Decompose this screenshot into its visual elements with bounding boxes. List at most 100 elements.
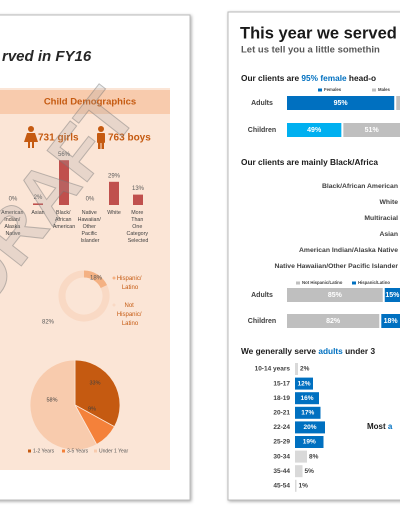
section-heading: Our clients are mainly Black/Africa [241, 157, 378, 167]
section-heading: We generally serve adults under 3 [241, 346, 375, 356]
legend-label: Not Hispanic/Latino [302, 280, 343, 285]
section-heading-highlight: adults [318, 346, 343, 356]
age-bar [295, 450, 307, 463]
race-item: American Indian/Alaska Native [299, 247, 398, 254]
donut-segment [58, 270, 110, 322]
age-bar [295, 479, 297, 492]
legend-label: Hispanic/Latino [358, 280, 390, 285]
race-category: American Indian/ Alaska Native [1, 210, 25, 237]
race-value-label: 13% [132, 186, 145, 192]
legend-swatch [296, 281, 300, 285]
age-label: 20-21 [273, 410, 290, 417]
donut-legend: Hispanic/ Latino [117, 276, 143, 291]
girl-icon [24, 126, 38, 148]
race-bar [33, 203, 43, 205]
note-text: Most a [367, 422, 393, 431]
age-value-label: 12% [297, 380, 310, 387]
bar-label: 85% [328, 292, 343, 299]
note-text-before: Most [367, 422, 388, 431]
age-value-label: 16% [300, 395, 313, 402]
bar-label: 15% [385, 292, 400, 299]
age-label: 30-34 [273, 453, 290, 460]
row-label: Children [248, 127, 276, 134]
race-bar [133, 194, 143, 205]
page-subtitle: Let us tell you a little somethin [241, 45, 380, 56]
girls-count: 731 girls [38, 133, 79, 144]
note-text-highlight: a [388, 422, 393, 431]
bar-label: 51% [365, 127, 380, 134]
bar-label: 82% [326, 318, 341, 325]
age-bar [295, 421, 325, 434]
legend-swatch [28, 449, 31, 453]
panel-header [0, 90, 170, 114]
section-heading-before: We generally serve [241, 346, 318, 356]
donut-label: 82% [42, 320, 55, 326]
stacked-bar [287, 123, 342, 137]
age-value-label: 2% [300, 366, 310, 373]
section-heading-after: under 3 [343, 346, 376, 356]
stacked-bar [343, 123, 400, 137]
age-bar [295, 406, 321, 419]
section-heading-highlight: 95% female [301, 73, 347, 83]
race-category: More Than One Category Selected [127, 210, 150, 244]
race-bar [59, 160, 69, 205]
age-value-label: 8% [309, 453, 319, 460]
legend-swatch [94, 449, 97, 453]
bar-label: 49% [307, 127, 322, 134]
pie-label: 9% [88, 406, 96, 412]
pie-label: 58% [46, 397, 57, 403]
age-bar [295, 377, 313, 390]
stacked-bar [381, 314, 400, 328]
age-value-label: 1% [299, 483, 309, 490]
stacked-bar [287, 96, 395, 110]
age-bar [295, 465, 303, 478]
race-bar [109, 181, 119, 205]
stacked-bar [287, 314, 380, 328]
race-value-label: 0% [9, 197, 18, 203]
age-bar [295, 392, 319, 405]
race-item: Native Hawaiian/Other Pacific Islander [274, 263, 398, 270]
section-heading-before: Our clients are [241, 73, 301, 83]
row-label: Adults [251, 100, 273, 107]
legend-label: Males [378, 87, 391, 92]
pie-legend: 1-2 Years [33, 448, 55, 454]
legend-swatch [372, 88, 376, 92]
race-category: Black/ African American [53, 210, 75, 230]
race-value-label: 2% [34, 195, 43, 201]
pie-legend: Under 1 Year [99, 448, 129, 454]
age-label: 45-54 [273, 483, 290, 490]
race-value-label: 29% [108, 173, 121, 179]
legend-dot [112, 303, 116, 307]
pie-slice [74, 359, 121, 428]
section-heading: Our clients are 95% female head-o [241, 73, 376, 83]
age-value-label: 20% [303, 424, 316, 431]
bar-label: 95% [334, 100, 349, 107]
stacked-bar [384, 288, 400, 302]
race-item: Multiracial [364, 215, 398, 222]
age-label: 35-44 [273, 468, 290, 475]
boys-count: 763 boys [108, 133, 151, 144]
age-bar [295, 363, 298, 375]
stacked-bar [396, 96, 400, 110]
age-value-label: 19% [303, 439, 316, 446]
age-label: 22-24 [273, 424, 290, 431]
age-label: 18-19 [273, 395, 290, 402]
donut-legend: Not Hispanic/ Latino [117, 303, 143, 327]
age-value-label: 17% [301, 410, 314, 417]
boy-icon [97, 126, 105, 149]
race-category: White [107, 210, 121, 216]
race-item: Asian [379, 231, 398, 238]
pie-legend: 3-5 Years [67, 448, 89, 454]
race-value-label: 0% [86, 197, 95, 203]
race-item: Black/African American [322, 183, 398, 190]
age-bar [295, 436, 324, 448]
age-label: 25-29 [273, 439, 290, 446]
legend-dot [112, 276, 116, 280]
race-category: Asian [31, 210, 44, 216]
age-value-label: 5% [305, 468, 315, 475]
race-item: White [380, 199, 399, 206]
stacked-bar [287, 288, 383, 302]
page-title: rved in FY16 [2, 48, 92, 65]
row-label: Adults [251, 292, 273, 299]
